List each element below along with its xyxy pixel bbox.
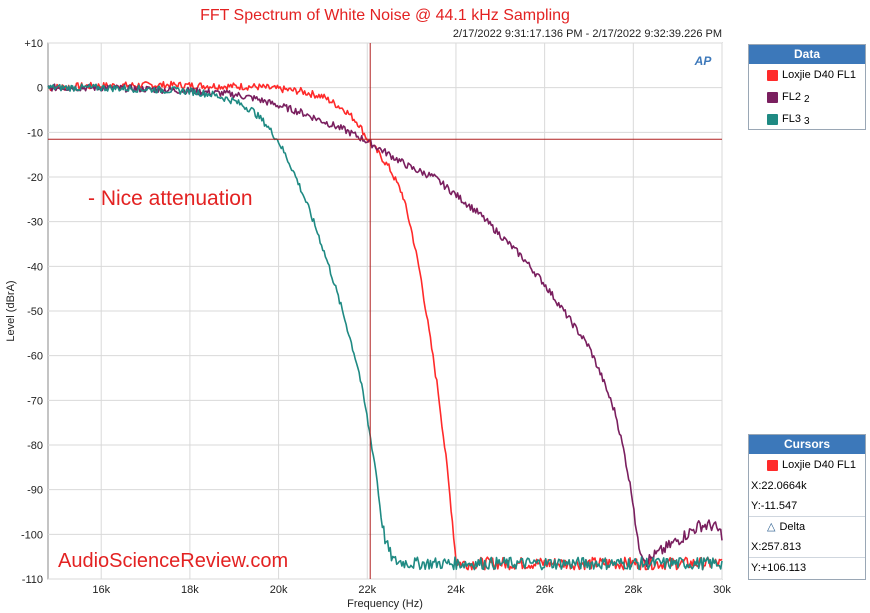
timestamp: 2/17/2022 9:31:17.136 PM - 2/17/2022 9:3… <box>453 28 722 40</box>
legend-title: Data <box>749 45 865 64</box>
cursor-x-readout: X:22.0664k <box>751 480 807 492</box>
legend-sub: 3 <box>803 115 810 127</box>
y-tick-label: 0 <box>37 83 43 95</box>
delta-x-readout: X:257.813 <box>751 541 802 553</box>
cursor-series-label: Loxjie D40 FL1 <box>782 459 856 471</box>
cursor-series[interactable]: Loxjie D40 FL1 <box>749 454 865 476</box>
grid <box>48 42 723 580</box>
legend-item-fl1[interactable]: Loxjie D40 FL1 <box>749 64 865 86</box>
y-tick-label: -80 <box>27 440 43 452</box>
legend-label: FL2 <box>782 91 801 103</box>
legend-swatch-fl3 <box>767 113 778 125</box>
delta-icon: △ <box>767 521 776 533</box>
y-tick-label: -70 <box>27 395 43 407</box>
y-tick-label: -90 <box>27 485 43 497</box>
legend-swatch-fl2 <box>767 91 778 103</box>
legend-item-fl2[interactable]: FL2 2 <box>749 86 865 108</box>
series-line-3 <box>47 83 723 571</box>
y-tick-label: +10 <box>24 38 43 50</box>
y-axis-label: Level (dBrA) <box>5 280 17 341</box>
annotation-note: - Nice attenuation <box>88 187 253 210</box>
x-tick-label: 24k <box>447 584 465 596</box>
legend-label: FL3 <box>782 113 801 125</box>
x-tick-label: 18k <box>181 584 199 596</box>
x-tick-label: 28k <box>624 584 642 596</box>
cursor-y-readout: Y:-11.547 <box>751 500 798 512</box>
legend-panel: Data Loxjie D40 FL1 FL2 2 FL3 3 <box>748 44 866 130</box>
logo-mark: AP <box>694 54 713 68</box>
series-line-1 <box>47 80 723 571</box>
x-axis-label: Frequency (Hz) <box>347 598 423 610</box>
x-tick-label: 26k <box>536 584 554 596</box>
legend-sub: 2 <box>803 93 810 105</box>
y-tick-label: -110 <box>22 574 43 586</box>
y-tick-label: -60 <box>27 351 43 363</box>
x-tick-label: 30k <box>713 584 731 596</box>
axes: +10 0 -10 -20 -30 -40 -50 -60 -70 -80 -90 -100 -110 1… <box>21 38 731 596</box>
delta-label: Delta <box>779 521 806 533</box>
legend-swatch-fl1 <box>767 69 778 81</box>
y-tick-label: -20 <box>27 172 43 184</box>
legend-label: Loxjie D40 FL1 <box>782 69 856 81</box>
watermark: AudioScienceReview.com <box>58 550 288 572</box>
y-tick-label: -100 <box>21 529 43 541</box>
delta-header[interactable]: △ Delta <box>749 516 865 537</box>
x-tick-label: 22k <box>358 584 376 596</box>
x-tick-label: 20k <box>270 584 288 596</box>
series-layer <box>47 80 723 571</box>
cursors-title: Cursors <box>749 435 865 454</box>
y-tick-label: -40 <box>27 261 43 273</box>
y-tick-label: -10 <box>27 127 43 139</box>
y-tick-label: -30 <box>27 217 43 229</box>
cursors-panel: Cursors Loxjie D40 FL1 X:22.0664k Y:-11.… <box>748 434 866 580</box>
cursor-series-swatch <box>767 459 778 471</box>
y-tick-label: -50 <box>27 306 43 318</box>
x-tick-label: 16k <box>92 584 110 596</box>
cursor-lines[interactable] <box>48 43 722 579</box>
legend-item-fl3[interactable]: FL3 3 <box>749 108 865 130</box>
delta-y-readout: Y:+106.113 <box>749 557 865 578</box>
chart-title: FFT Spectrum of White Noise @ 44.1 kHz S… <box>200 7 570 24</box>
